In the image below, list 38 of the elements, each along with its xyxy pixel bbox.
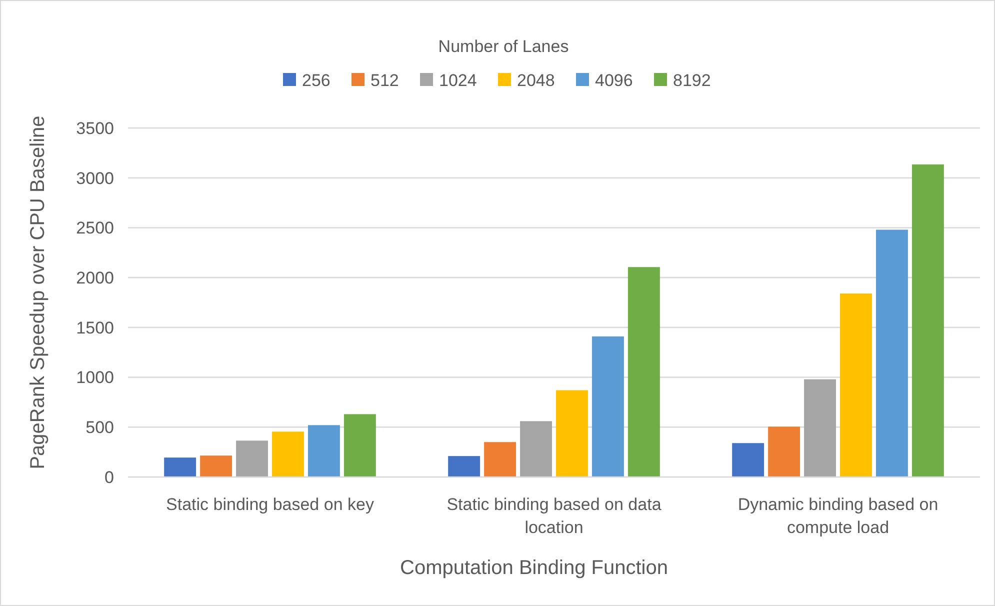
- bar: [200, 456, 232, 477]
- y-tick-label: 2500: [76, 218, 114, 238]
- bar: [804, 379, 836, 477]
- bar: [768, 426, 800, 477]
- bar: [272, 432, 304, 477]
- bar: [448, 456, 480, 477]
- legend-label: 8192: [673, 70, 711, 90]
- bar: [840, 294, 872, 477]
- legend-label: 1024: [439, 70, 477, 90]
- legend-label: 2048: [517, 70, 555, 90]
- legend-label: 4096: [595, 70, 633, 90]
- y-tick-label: 1000: [76, 368, 114, 388]
- bar: [344, 414, 376, 477]
- y-tick-label: 500: [86, 418, 114, 438]
- bar: [732, 443, 764, 477]
- bar: [520, 421, 552, 477]
- y-tick-label: 1500: [76, 318, 114, 338]
- x-axis-title: Computation Binding Function: [400, 557, 668, 579]
- x-tick-label: Static binding based on data location: [446, 495, 662, 537]
- x-tick-label: Dynamic binding based on compute load: [738, 495, 938, 537]
- bar: [876, 230, 908, 477]
- legend-title: Number of Lanes: [438, 37, 569, 56]
- bar: [236, 440, 268, 477]
- y-tick-label: 3000: [76, 168, 114, 188]
- bar: [592, 336, 624, 477]
- y-tick-label: 3500: [76, 118, 114, 138]
- bar: [484, 442, 516, 477]
- bar: [556, 390, 588, 477]
- bar: [912, 164, 944, 477]
- bar: [628, 267, 660, 477]
- legend-label: 512: [370, 70, 399, 90]
- x-tick-label: Static binding based on key: [166, 495, 374, 514]
- legend-label: 256: [302, 70, 330, 90]
- y-tick-label: 0: [104, 468, 114, 487]
- bar: [164, 458, 196, 477]
- y-axis-title: PageRank Speedup over CPU Baseline: [27, 116, 49, 470]
- y-tick-label: 2000: [76, 268, 114, 288]
- bar: [308, 425, 340, 477]
